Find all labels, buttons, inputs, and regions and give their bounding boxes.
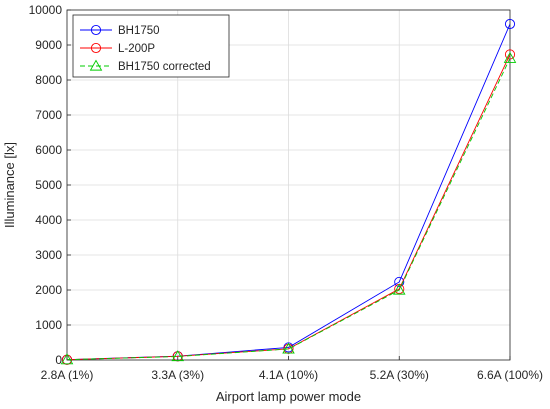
legend: BH1750 L-200P BH1750 corrected xyxy=(72,14,230,78)
y-axis: 0 1000 2000 3000 4000 5000 6000 7000 8000 9000 100… xyxy=(29,3,71,367)
y-tick-label: 7000 xyxy=(35,108,62,122)
y-tick-label: 3000 xyxy=(35,248,62,262)
x-tick-label: 6.6A (100%) xyxy=(477,368,543,382)
y-tick-label: 9000 xyxy=(35,38,62,52)
y-tick-label: 1000 xyxy=(35,318,62,332)
y-axis-label: Illuminance [lx] xyxy=(2,142,17,228)
y-tick-label: 0 xyxy=(55,353,62,367)
y-tick-label: 8000 xyxy=(35,73,62,87)
x-tick-label: 4.1A (10%) xyxy=(259,368,318,382)
legend-label: L-200P xyxy=(118,43,155,55)
data-point xyxy=(503,51,517,63)
y-tick-label: 10000 xyxy=(29,3,63,17)
legend-label: BH1750 xyxy=(118,25,160,37)
x-axis: 2.8A (1%) 3.3A (3%) 4.1A (10%) 5.2A (30%) 6.… xyxy=(41,356,543,382)
y-tick-label: 5000 xyxy=(35,178,62,192)
legend-swatch-marker xyxy=(90,24,102,36)
data-point xyxy=(392,283,406,295)
data-point xyxy=(504,18,516,30)
legend-item: BH1750 xyxy=(80,24,160,37)
y-tick-label: 4000 xyxy=(35,213,62,227)
legend-swatch-marker xyxy=(89,59,103,71)
x-tick-label: 3.3A (3%) xyxy=(151,368,204,382)
legend-swatch-marker xyxy=(90,42,102,54)
legend-box xyxy=(72,14,230,78)
data-point xyxy=(282,342,295,354)
data-point xyxy=(60,353,74,365)
x-tick-label: 5.2A (30%) xyxy=(370,368,429,382)
series-bh1750-corrected xyxy=(60,51,517,365)
legend-item: L-200P xyxy=(80,42,155,55)
y-tick-label: 2000 xyxy=(35,283,62,297)
x-tick-label: 2.8A (1%) xyxy=(41,368,94,382)
legend-item: BH1750 corrected xyxy=(80,59,211,73)
x-axis-label: Airport lamp power mode xyxy=(216,389,361,404)
data-point xyxy=(394,276,405,288)
data-point xyxy=(171,350,185,362)
series-line xyxy=(66,58,511,361)
legend-label: BH1750 corrected xyxy=(118,61,211,73)
y-tick-label: 6000 xyxy=(35,143,62,157)
series-group xyxy=(60,18,517,365)
